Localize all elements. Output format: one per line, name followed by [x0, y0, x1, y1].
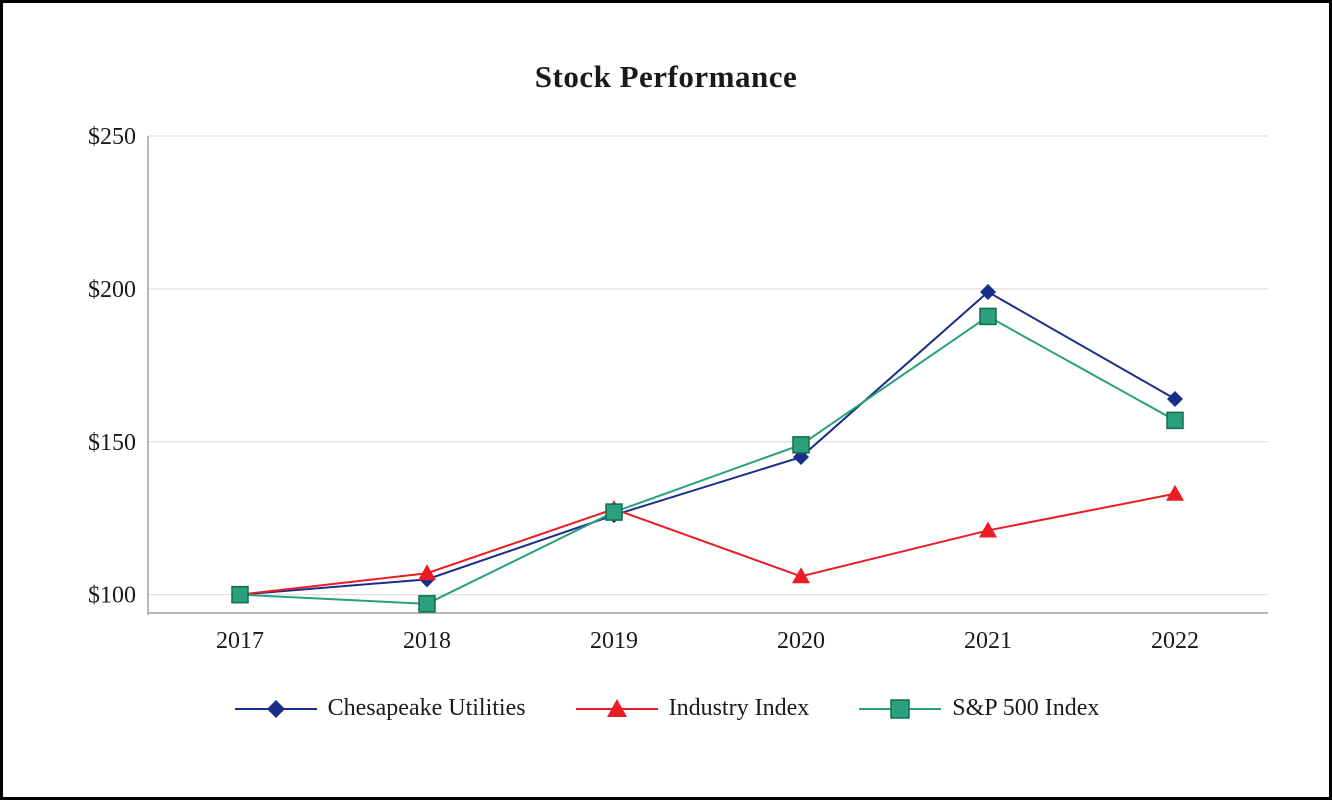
legend-item: Chesapeake Utilities [233, 695, 526, 722]
legend-marker-sample [234, 699, 317, 718]
x-tick-label: 2018 [403, 628, 451, 654]
square-marker [979, 307, 997, 326]
y-tick-label: $250 [88, 124, 136, 150]
triangle-marker [792, 567, 810, 584]
square-marker [1166, 411, 1184, 430]
series-line-0 [239, 290, 1176, 596]
x-tick-label: 2017 [216, 628, 264, 654]
legend-item: Industry Index [574, 695, 810, 722]
square-marker [418, 595, 436, 613]
x-tick-label: 2022 [1151, 628, 1199, 654]
diamond-marker [980, 283, 996, 300]
series-line-2 [239, 315, 1176, 605]
legend-label: S&P 500 Index [952, 695, 1100, 721]
square-marker [605, 503, 623, 521]
triangle-marker [979, 521, 997, 538]
triangle-marker [418, 564, 436, 581]
triangle-marker [1166, 484, 1184, 501]
square-marker [890, 698, 910, 719]
chart-title: Stock Performance [534, 59, 798, 94]
y-tick-label: $100 [88, 583, 136, 609]
square-marker [231, 585, 249, 604]
diamond-marker [1167, 390, 1183, 407]
diamond-marker [266, 699, 285, 718]
legend-item: S&P 500 Index [857, 695, 1099, 722]
square-marker [792, 436, 810, 454]
series-line-1 [239, 492, 1176, 596]
x-tick-label: 2019 [590, 628, 638, 654]
x-tick-label: 2020 [777, 628, 825, 654]
chart-legend: Chesapeake Utilities Industry Index S&P 50… [3, 695, 1329, 722]
triangle-marker [606, 698, 627, 717]
legend-marker-sample [575, 698, 658, 717]
legend-marker-sample [859, 698, 942, 719]
y-tick-label: $200 [88, 277, 136, 303]
legend-label: Chesapeake Utilities [327, 695, 526, 721]
y-tick-label: $150 [88, 430, 136, 456]
x-tick-label: 2021 [964, 628, 1012, 654]
legend-label: Industry Index [668, 695, 810, 721]
chart-canvas: $100 $150 $200 $250 2017 2018 2019 2020 2021 2022 [88, 124, 1268, 654]
